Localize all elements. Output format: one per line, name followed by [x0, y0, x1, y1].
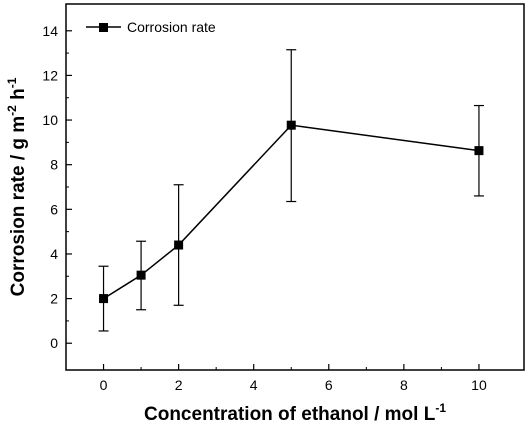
y-tick-label: 12 — [42, 67, 58, 83]
y-tick-label: 2 — [50, 291, 58, 307]
y-axis-ticks: 0 2 4 6 8 10 12 14 — [42, 23, 72, 351]
x-axis-ticks: 0 2 4 6 8 10 — [100, 364, 487, 393]
legend-label: Corrosion rate — [127, 19, 216, 35]
x-tick-label: 2 — [175, 377, 183, 393]
x-tick-label: 6 — [325, 377, 333, 393]
x-axis-title: Concentration of ethanol / mol L-1 — [144, 401, 446, 425]
y-tick-label: 6 — [50, 201, 58, 217]
legend-marker — [99, 23, 108, 32]
y-tick-label: 14 — [42, 23, 58, 39]
x-tick-label: 10 — [471, 377, 487, 393]
data-markers — [99, 120, 484, 304]
data-point — [136, 270, 146, 280]
x-tick-label: 0 — [100, 377, 108, 393]
data-point — [174, 240, 184, 250]
x-tick-label: 8 — [400, 377, 408, 393]
plot-frame — [65, 3, 525, 371]
y-tick-label: 4 — [50, 246, 58, 262]
data-point — [99, 294, 109, 304]
y-axis-title: Corrosion rate / g m-2 h-1 — [5, 77, 29, 296]
y-tick-label: 8 — [50, 157, 58, 173]
y-tick-label: 0 — [50, 335, 58, 351]
x-tick-label: 4 — [250, 377, 258, 393]
error-bars — [98, 49, 484, 332]
legend: Corrosion rate — [86, 19, 216, 35]
y-tick-label: 10 — [42, 112, 58, 128]
data-point — [286, 120, 296, 130]
data-point — [474, 146, 484, 156]
